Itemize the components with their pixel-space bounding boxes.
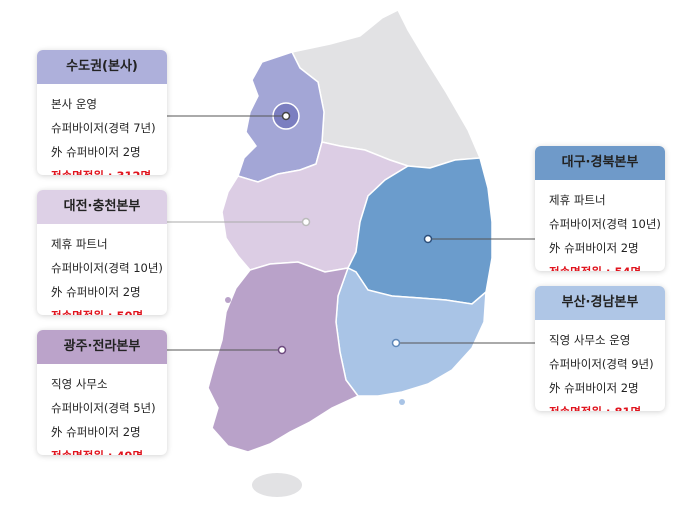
card-highlight: 전속면접원 : 49명 [51,444,153,455]
card-title: 수도권(본사) [37,50,167,84]
marker-gwangju[interactable] [277,345,287,355]
card-highlight: 전속면접원 : 50명 [51,304,153,315]
island [233,189,239,195]
card-line: 外 슈퍼바이저 2명 [549,241,639,255]
card-title: 대구·경북본부 [535,146,665,180]
island [399,399,405,405]
card-highlight: 전속면접원 : 312명 [51,164,153,175]
card-daegu-gyeongbuk[interactable]: 대구·경북본부 제휴 파트너 슈퍼바이저(경력 10년) 外 슈퍼바이저 2명 … [535,146,665,271]
card-line: 外 슈퍼바이저 2명 [549,381,639,395]
card-busan-gyeongnam[interactable]: 부산·경남본부 직영 사무소 운영 슈퍼바이저(경력 9년) 外 슈퍼바이저 2… [535,286,665,411]
card-line: 슈퍼바이저(경력 10년) [549,217,661,231]
card-daejeon-chungcheong[interactable]: 대전·충천본부 제휴 파트너 슈퍼바이저(경력 10년) 外 슈퍼바이저 2명 … [37,190,167,315]
card-highlight: 전속면접원 : 54명 [549,260,651,271]
island [225,297,231,303]
marker-sudogwon[interactable] [281,111,291,121]
card-title: 대전·충천본부 [37,190,167,224]
card-line: 본사 운영 [51,97,97,111]
card-highlight: 전속면접원 : 81명 [549,400,651,411]
card-line: 슈퍼바이저(경력 7년) [51,121,156,135]
card-line: 슈퍼바이저(경력 5년) [51,401,156,415]
card-sudogwon[interactable]: 수도권(본사) 본사 운영 슈퍼바이저(경력 7년) 外 슈퍼바이저 2명 전속… [37,50,167,175]
card-title: 부산·경남본부 [535,286,665,320]
card-line: 직영 사무소 운영 [549,333,631,347]
card-line: 제휴 파트너 [549,193,606,207]
marker-daegu[interactable] [423,234,433,244]
card-title: 광주·전라본부 [37,330,167,364]
card-line: 슈퍼바이저(경력 10년) [51,261,163,275]
card-line: 外 슈퍼바이저 2명 [51,285,141,299]
card-line: 제휴 파트너 [51,237,108,251]
region-gwangju-jeolla[interactable] [207,261,360,453]
card-line: 슈퍼바이저(경력 9년) [549,357,654,371]
card-line: 外 슈퍼바이저 2명 [51,145,141,159]
marker-busan[interactable] [391,338,401,348]
card-line: 外 슈퍼바이저 2명 [51,425,141,439]
card-line: 직영 사무소 [51,377,108,391]
card-gwangju-jeolla[interactable]: 광주·전라본부 직영 사무소 슈퍼바이저(경력 5년) 外 슈퍼바이저 2명 전… [37,330,167,455]
marker-daejeon[interactable] [301,217,311,227]
region-jeju [252,473,302,497]
